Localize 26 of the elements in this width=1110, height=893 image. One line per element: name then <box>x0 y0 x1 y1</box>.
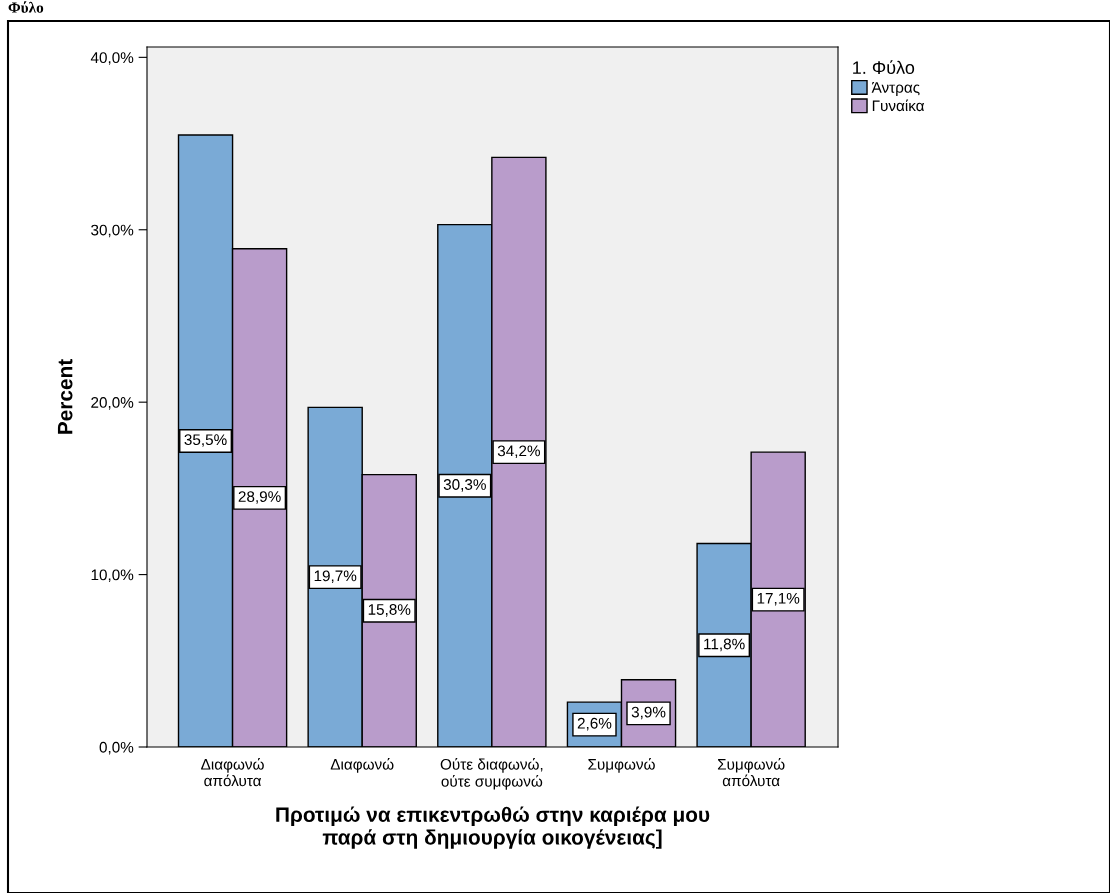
y-tick-label: 30,0% <box>91 224 134 238</box>
data-label: 15,8% <box>368 604 411 617</box>
data-label: 2,6% <box>577 717 612 731</box>
legend-label: Άντρας <box>871 82 920 96</box>
data-label: 30,3% <box>443 479 486 492</box>
legend-label: Γυναίκα <box>872 99 925 112</box>
x-tick-label: Διαφωνώ απόλυτα <box>201 758 264 787</box>
data-label: 35,5% <box>184 434 227 447</box>
data-label: 19,7% <box>314 570 357 584</box>
x-tick-label: Ούτε διαφωνώ, ούτε συμφωνώ <box>440 758 543 790</box>
data-label: 34,2% <box>497 445 540 459</box>
chart-title: Φύλο <box>8 1 44 13</box>
x-tick-label: Διαφωνώ <box>330 758 394 773</box>
y-axis-title: Percent <box>57 359 73 434</box>
data-label: 11,8% <box>704 638 745 652</box>
x-axis-title: Προτιμώ να επικεντρωθώ στην καριέρα μου παρά στη δημιουργία οικογένειας] <box>276 806 710 849</box>
x-tick-label: Συμφωνώ απόλυτα <box>717 758 785 787</box>
data-label: 28,9% <box>238 491 281 504</box>
legend-title: 1. Φύλο <box>853 60 915 75</box>
data-label: 3,9% <box>631 706 666 720</box>
y-tick-label: 10,0% <box>91 569 134 583</box>
y-tick-label: 20,0% <box>91 397 134 410</box>
y-tick-label: 40,0% <box>90 52 134 65</box>
data-label: 17,1% <box>757 592 800 606</box>
x-tick-label: Συμφωνώ <box>588 758 655 773</box>
y-tick-label: 0,0% <box>99 741 134 755</box>
